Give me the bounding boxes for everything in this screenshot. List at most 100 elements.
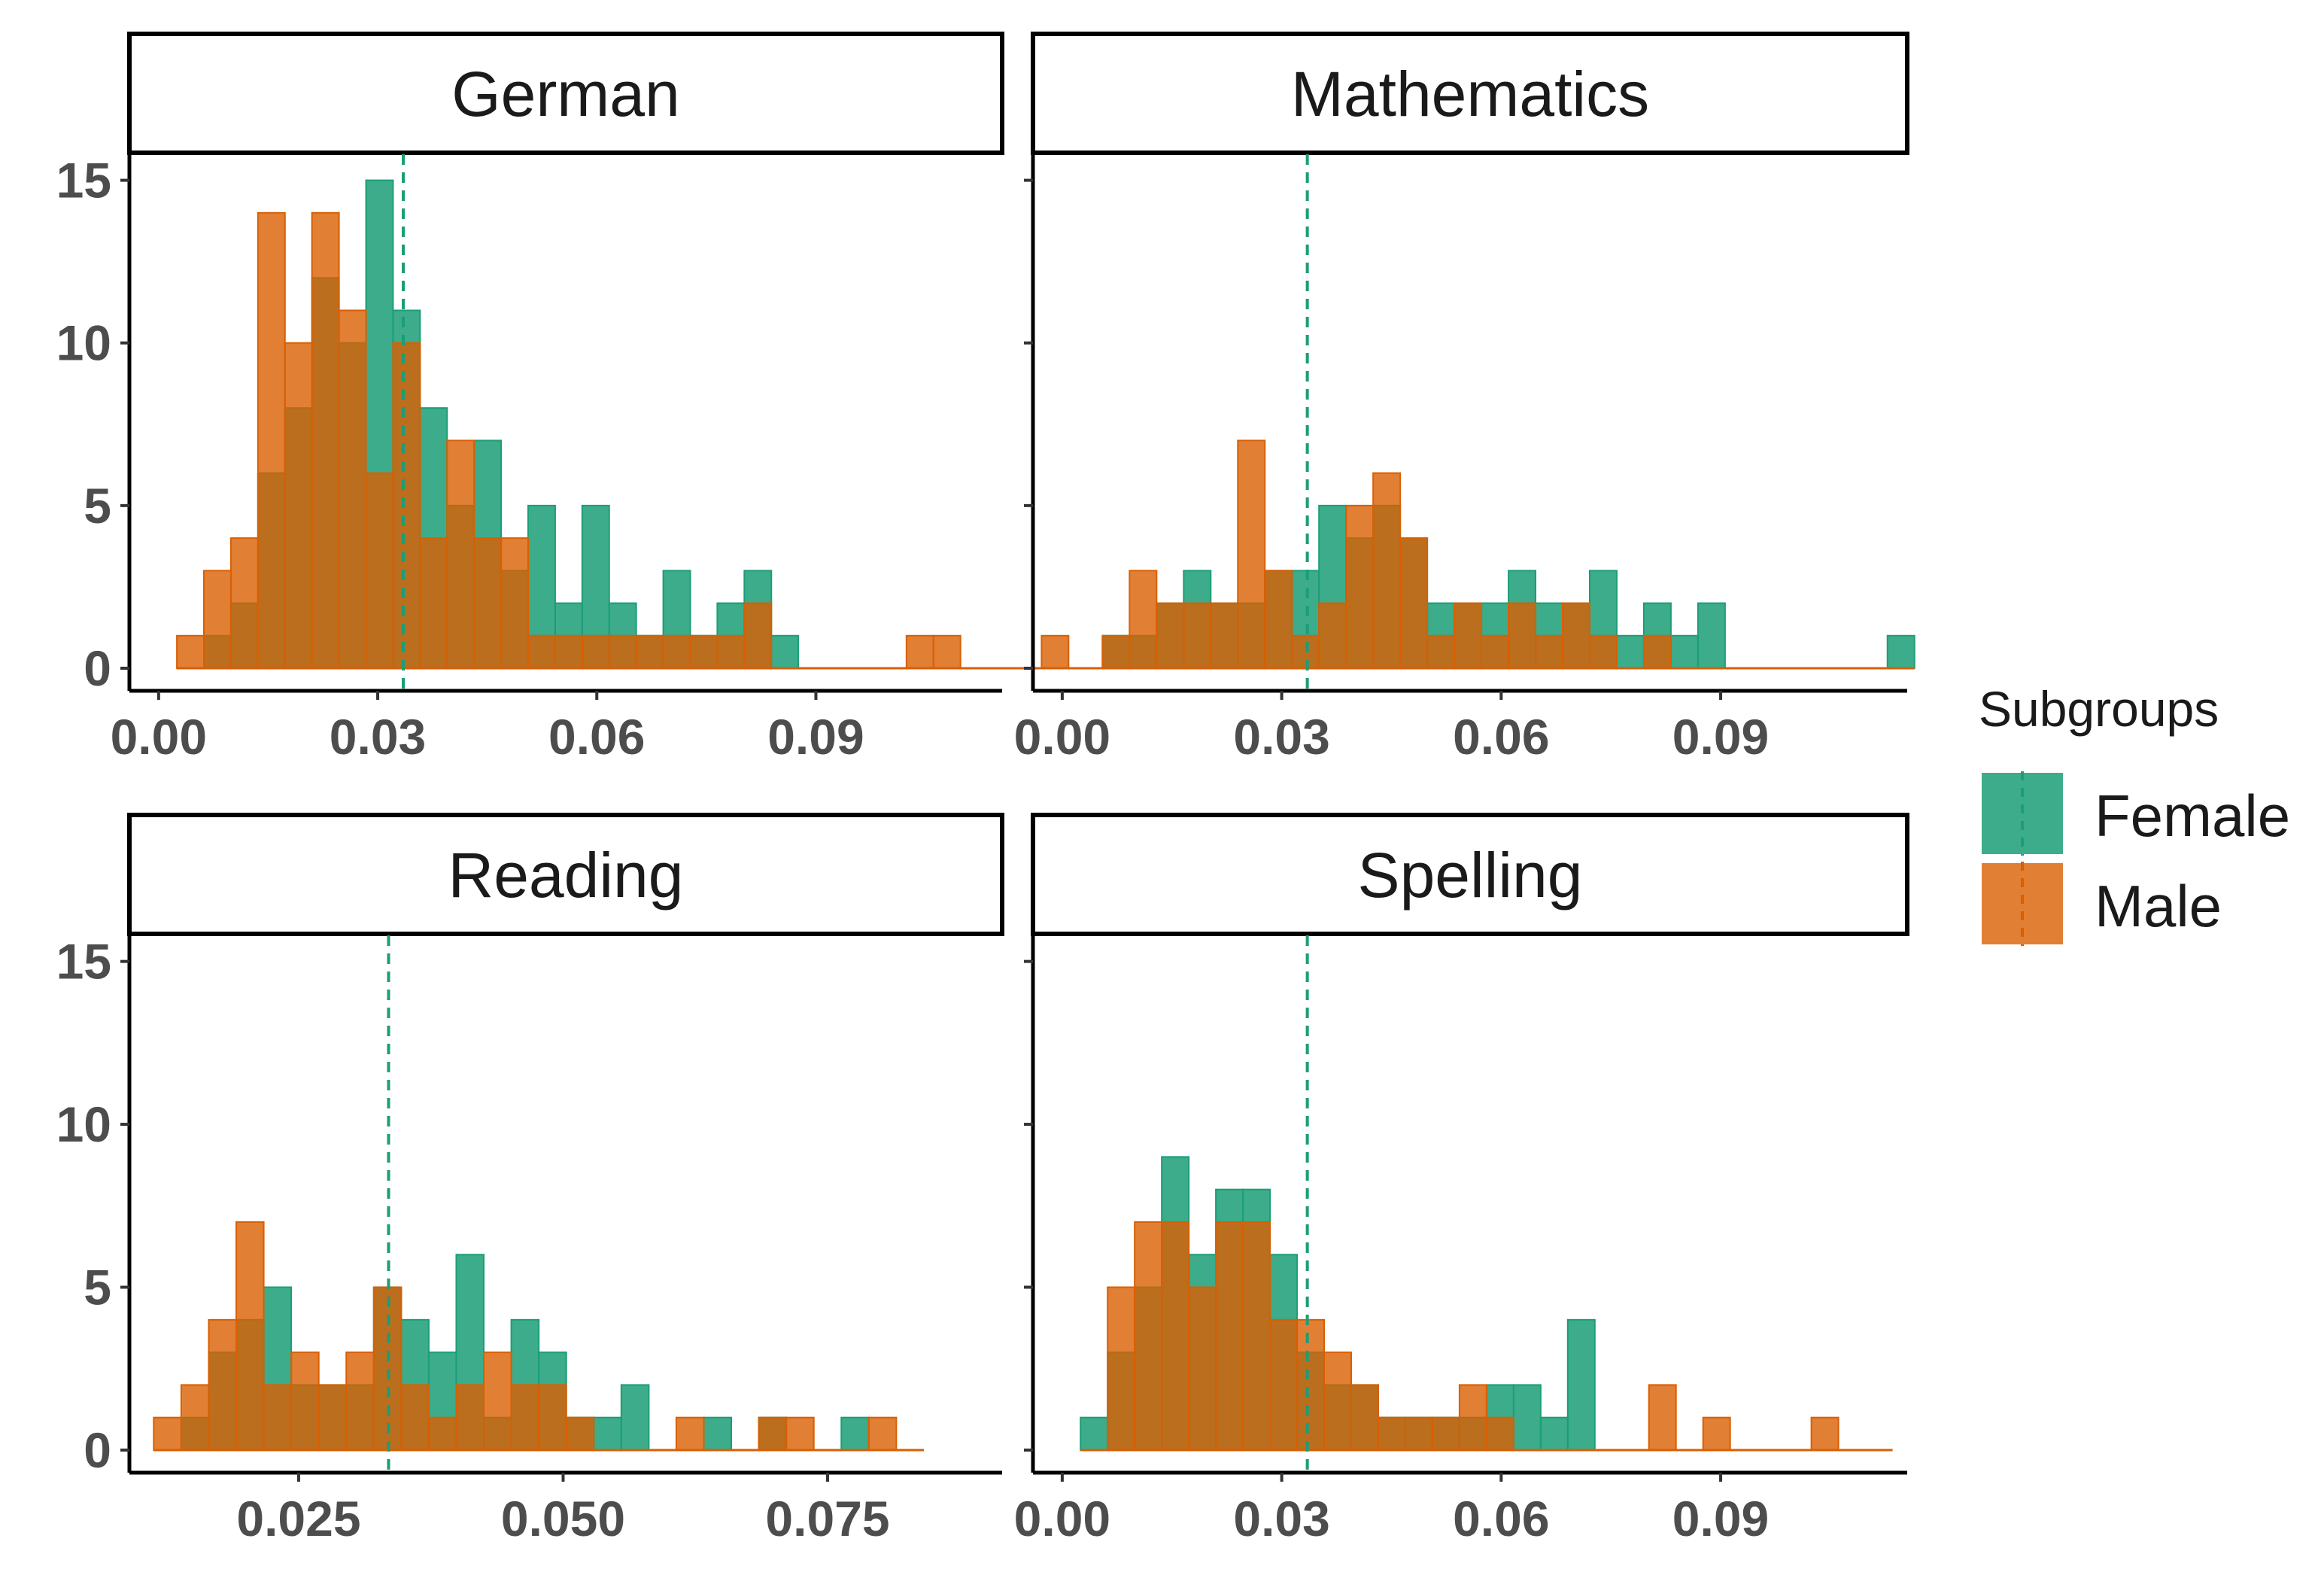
bar-male-german	[446, 439, 475, 670]
bar-male-german	[257, 211, 286, 669]
series-male-reading	[153, 1221, 924, 1452]
bar-male-german	[932, 634, 961, 670]
x-tick-label-german: 0.06	[548, 709, 645, 765]
strip-title-spelling: Spelling	[1358, 840, 1583, 911]
strip-title-german: German	[451, 59, 679, 129]
bar-male-spelling	[1431, 1416, 1460, 1451]
bar-male-spelling	[1323, 1352, 1352, 1451]
bar-male-spelling	[1350, 1384, 1379, 1451]
legend-key-female	[1979, 770, 2066, 857]
bar-male-reading	[345, 1352, 375, 1451]
bar-male-german	[662, 634, 691, 670]
bar-male-german	[500, 537, 530, 670]
bar-male-spelling	[1648, 1384, 1677, 1451]
bar-male-spelling	[1377, 1416, 1406, 1451]
x-tick-label-reading: 0.075	[765, 1491, 889, 1546]
bar-female-spelling	[1080, 1416, 1109, 1451]
bar-female-reading	[703, 1416, 733, 1451]
y-tick-label-reading: 0	[84, 1422, 111, 1478]
bar-female-german	[770, 634, 800, 670]
bar-male-mathematics	[1481, 634, 1510, 670]
bar-male-spelling	[1269, 1318, 1299, 1451]
bar-male-german	[581, 634, 610, 670]
bar-male-reading	[153, 1416, 182, 1451]
series-male-mathematics	[1101, 439, 1915, 670]
bar-male-reading	[785, 1416, 815, 1451]
bar-male-mathematics	[1101, 634, 1131, 670]
bar-male-mathematics	[1129, 570, 1158, 670]
bar-male-mathematics	[1535, 634, 1564, 670]
bar-male-spelling	[1242, 1221, 1271, 1451]
bar-male-spelling	[1188, 1286, 1217, 1452]
bar-female-spelling	[1512, 1384, 1542, 1451]
bar-male-mathematics	[1562, 602, 1590, 670]
x-tick-label-spelling: 0.09	[1672, 1491, 1769, 1546]
bar-male-reading	[483, 1352, 512, 1451]
bar-male-spelling	[1134, 1221, 1163, 1451]
bar-male-reading	[510, 1384, 540, 1451]
facet-panels: German 0 5 10 15 0.00 0.03 0.06 0.09 Mathematics 0…	[56, 32, 1915, 1546]
bar-male-german	[527, 634, 556, 670]
bar-male-spelling	[1702, 1416, 1731, 1451]
bar-female-reading	[593, 1416, 622, 1451]
bar-male-reading	[400, 1384, 430, 1451]
strip-mathematics	[1031, 32, 1909, 155]
x-tick-label-reading: 0.025	[236, 1491, 360, 1546]
bar-male-german	[473, 537, 503, 670]
bar-female-spelling	[1539, 1416, 1569, 1451]
bar-male-reading	[427, 1416, 457, 1451]
bar-male-reading	[758, 1416, 788, 1451]
strip-reading	[127, 813, 1004, 936]
x-tick-label-german: 0.03	[330, 709, 426, 765]
strip-spelling	[1031, 813, 1909, 936]
bar-female-spelling	[1566, 1318, 1596, 1451]
bar-male-german	[1040, 634, 1070, 670]
bar-female-mathematics	[1697, 602, 1726, 670]
bar-male-reading	[675, 1416, 705, 1451]
bar-male-german	[608, 634, 637, 670]
bar-male-german	[338, 309, 367, 669]
bar-male-german	[284, 342, 313, 669]
bar-female-reading	[840, 1416, 870, 1451]
bar-male-reading	[290, 1352, 320, 1451]
bar-male-mathematics	[1588, 634, 1618, 670]
panel-reading: Reading 0 5 10 15 0.025 0.050 0.075	[56, 813, 1004, 1546]
panel-spelling: Spelling 0.00 0.03 0.06 0.09	[1014, 813, 1909, 1546]
bar-female-mathematics	[1615, 634, 1645, 670]
bar-male-mathematics	[1291, 634, 1320, 670]
series-male-german	[176, 211, 1123, 670]
bar-male-spelling	[1485, 1416, 1514, 1451]
strip-title-mathematics: Mathematics	[1291, 59, 1649, 129]
legend-key-male	[1979, 860, 2066, 947]
bar-male-german	[554, 634, 583, 670]
bar-female-mathematics	[1669, 634, 1699, 670]
bar-male-german	[689, 634, 718, 670]
bar-male-german	[311, 211, 340, 669]
series-male-spelling	[1080, 1221, 1893, 1452]
bar-male-reading	[317, 1384, 348, 1451]
y-tick-label-german: 5	[84, 478, 111, 534]
y-tick-label-german: 15	[56, 153, 111, 208]
bar-male-reading	[565, 1416, 595, 1451]
x-tick-label-mathematics: 0.06	[1453, 709, 1549, 765]
bar-female-mathematics	[1886, 634, 1915, 670]
strip-title-reading: Reading	[448, 840, 684, 911]
bar-male-mathematics	[1183, 602, 1212, 670]
bar-male-reading	[208, 1318, 238, 1451]
bar-male-mathematics	[1237, 439, 1266, 670]
bar-male-german	[203, 570, 232, 670]
bar-male-mathematics	[1345, 504, 1375, 670]
bar-male-german	[419, 537, 448, 670]
x-tick-label-spelling: 0.06	[1453, 1491, 1549, 1546]
y-tick-label-reading: 10	[56, 1096, 111, 1152]
bar-male-german	[743, 602, 773, 670]
panel-mathematics: Mathematics 0.00 0.03 0.06 0.09	[1014, 32, 1915, 765]
legend-label-female: Female	[2095, 783, 2290, 849]
bar-male-german	[229, 537, 259, 670]
bar-male-spelling	[1107, 1286, 1136, 1452]
bar-male-reading	[538, 1384, 567, 1451]
bar-male-mathematics	[1210, 602, 1239, 670]
y-tick-label-reading: 5	[84, 1260, 111, 1315]
panel-german: German 0 5 10 15 0.00 0.03 0.06 0.09	[56, 32, 1123, 765]
